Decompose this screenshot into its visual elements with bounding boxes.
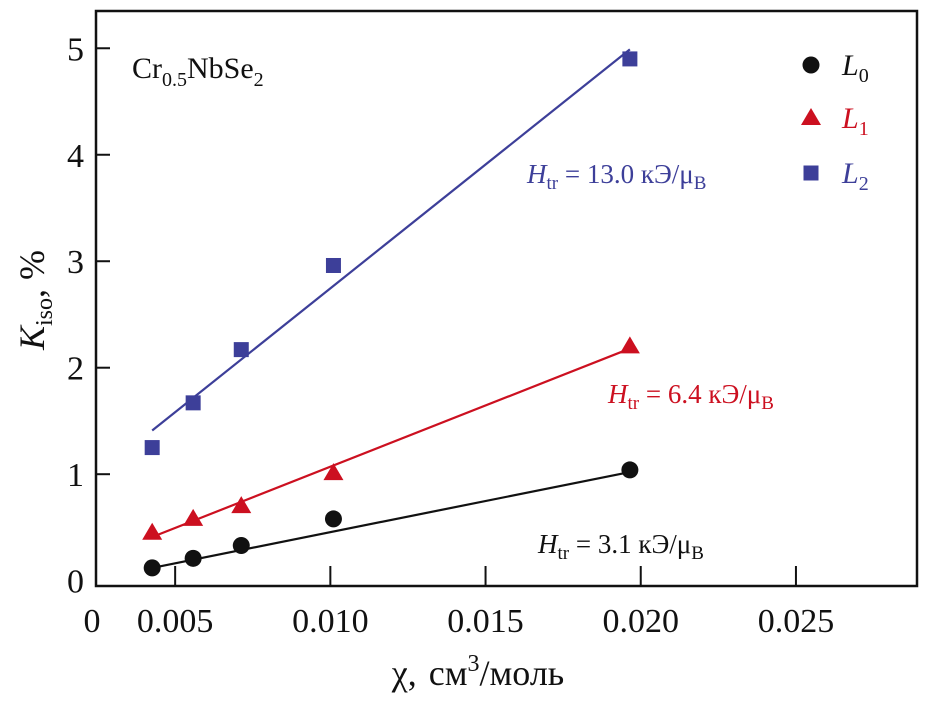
legend: L0 L1 L2 (801, 49, 869, 195)
legend-label-l1: L1 (841, 102, 869, 140)
point-l2 (325, 257, 341, 273)
annotations: Htr = 3.1 кЭ/μB Htr = 6.4 кЭ/μB Htr = 13.0… (526, 159, 774, 564)
x-tick-label: 0.015 (447, 603, 524, 640)
point-l1 (231, 496, 252, 514)
y-axis-ticks: 0 1 2 3 4 5 (67, 31, 110, 601)
fit-lines (151, 48, 631, 569)
point-l0 (232, 537, 250, 555)
fit-line-l0 (151, 470, 631, 569)
point-l2 (185, 395, 201, 411)
x-axis-title: χ, см3/моль (391, 651, 564, 693)
y-tick-label: 0 (67, 564, 84, 601)
point-l1 (323, 463, 344, 481)
legend-marker-l2 (803, 165, 819, 181)
legend-marker-l1 (801, 108, 821, 125)
point-l0 (143, 559, 161, 577)
plot-frame (94, 9, 919, 588)
point-l2 (622, 51, 638, 67)
y-tick-label: 3 (67, 244, 84, 281)
point-l0 (184, 549, 202, 567)
fit-line-l2 (151, 48, 631, 432)
point-l0 (324, 510, 342, 528)
y-tick-label: 4 (67, 138, 84, 175)
annotation-htr-l1: Htr = 6.4 кЭ/μB (607, 379, 774, 414)
point-l0 (621, 461, 639, 479)
point-l1 (142, 522, 163, 540)
legend-label-l0: L0 (841, 49, 869, 87)
x-tick-label: 0 (84, 603, 101, 640)
y-axis-title: Kiso, % (12, 250, 58, 351)
legend-label-l2: L2 (841, 157, 869, 195)
fit-line-l1 (151, 347, 631, 539)
point-l2 (144, 440, 160, 456)
x-tick-label: 0.025 (758, 603, 835, 640)
legend-marker-l0 (802, 56, 820, 74)
point-l1 (183, 508, 204, 526)
point-l2 (233, 342, 249, 358)
x-tick-label: 0.005 (137, 603, 214, 640)
point-l1 (619, 336, 640, 354)
data-points (142, 51, 640, 577)
x-axis-ticks: 0 0.005 0.010 0.015 0.020 0.025 (84, 566, 835, 640)
compound-label: Cr0.5NbSe2 (132, 52, 264, 91)
y-tick-label: 2 (67, 351, 84, 388)
y-tick-label: 1 (67, 457, 84, 494)
x-tick-label: 0.010 (292, 603, 369, 640)
annotation-htr-l2: Htr = 13.0 кЭ/μB (526, 159, 706, 194)
annotation-htr-l0: Htr = 3.1 кЭ/μB (537, 529, 704, 564)
y-tick-label: 5 (67, 31, 84, 68)
x-tick-label: 0.020 (602, 603, 679, 640)
